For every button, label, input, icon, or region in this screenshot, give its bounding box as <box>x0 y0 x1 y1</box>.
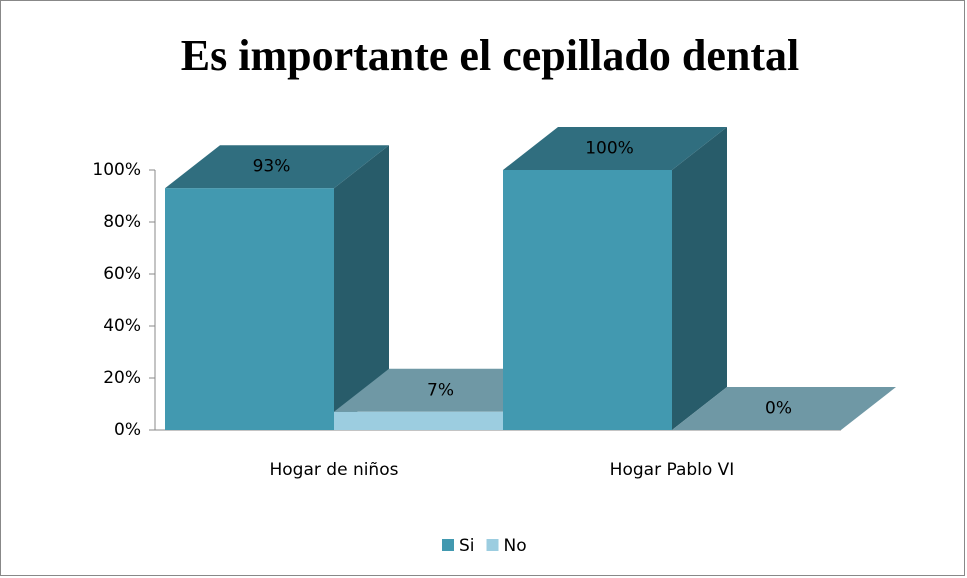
y-tick-label: 20% <box>103 368 141 388</box>
legend-swatch <box>486 539 499 551</box>
bar-top <box>165 145 389 189</box>
value-label: 100% <box>585 139 634 159</box>
bar-front <box>165 188 334 430</box>
y-tick-label: 40% <box>103 316 141 336</box>
bar <box>503 127 727 430</box>
chart-title: Es importante el cepillado dental <box>181 31 799 80</box>
value-label: 0% <box>765 399 792 419</box>
bar <box>165 145 389 430</box>
bar-front <box>503 170 672 430</box>
bar <box>672 387 896 430</box>
bar-top <box>503 127 727 170</box>
y-tick-label: 0% <box>114 420 141 440</box>
legend-label: Si <box>459 536 475 556</box>
x-tick-label: Hogar Pablo VI <box>610 460 735 480</box>
legend-swatch <box>442 539 454 551</box>
bar-top <box>672 387 896 430</box>
bar-side <box>334 145 389 430</box>
y-tick-label: 100% <box>92 160 141 180</box>
value-label: 93% <box>253 157 291 177</box>
x-tick-label: Hogar de niños <box>270 460 399 480</box>
y-tick-label: 80% <box>103 212 141 232</box>
legend-label: No <box>504 536 527 556</box>
bar-side <box>672 127 727 430</box>
bar-top <box>334 368 558 412</box>
value-label: 7% <box>427 380 454 400</box>
bar-front <box>334 411 503 430</box>
y-tick-label: 60% <box>103 264 141 284</box>
